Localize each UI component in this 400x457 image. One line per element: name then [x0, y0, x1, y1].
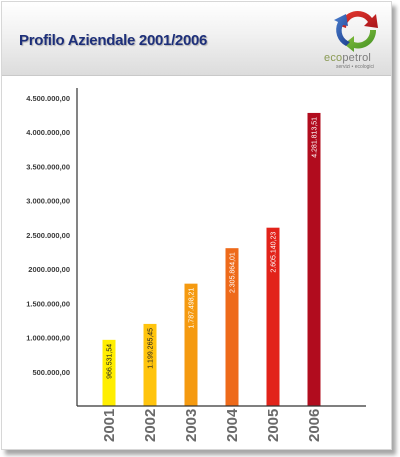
recycle-arrows-icon	[334, 10, 378, 52]
y-tick-label: 500.000,00	[32, 368, 70, 377]
x-category-label: 2004	[224, 408, 241, 442]
bar-value-label: 966.531,54	[107, 344, 114, 379]
x-category-label: 2003	[183, 409, 200, 442]
bar	[102, 339, 116, 406]
bar-value-label: 4.281.813,51	[312, 117, 319, 158]
bar	[225, 248, 239, 406]
y-tick-label: 1.000.000,00	[26, 334, 70, 343]
chart-panel: Profilo Aziendale 2001/2006	[1, 1, 392, 450]
x-category-label: 2002	[142, 409, 159, 442]
bar-value-label: 1.787.498,21	[189, 288, 196, 329]
y-tick-label: 2000.000,00	[28, 265, 70, 274]
y-tick-label: 1.500.000,00	[26, 299, 70, 308]
y-tick-label: 3.000.000,00	[26, 197, 70, 206]
logo-wordmark-main: eco	[324, 52, 343, 64]
y-tick-label: 3.500.000,00	[26, 162, 70, 171]
bar-value-label: 2.605.140,23	[271, 232, 278, 273]
bar-value-label: 2.305.864,01	[230, 252, 237, 293]
x-category-label: 2001	[101, 409, 118, 442]
page-title: Profilo Aziendale 2001/2006	[19, 32, 208, 49]
bar-value-label: 1.199.265,45	[148, 328, 155, 369]
bar	[184, 283, 198, 406]
y-tick-label: 2.500.000,00	[26, 231, 70, 240]
logo-wordmark-tail: petrol	[342, 52, 372, 64]
bar-chart: 500.000,00 1.000.000,00 1.500.000,00 2000.0…	[26, 88, 366, 442]
ecopetrol-logo: ecopetrol servizi • ecologici	[324, 6, 392, 72]
bar	[143, 323, 157, 406]
header-bar: Profilo Aziendale 2001/2006	[2, 2, 391, 76]
x-category-label: 2005	[265, 409, 282, 442]
logo-wordmark: ecopetrol	[324, 52, 392, 64]
logo-tagline: servizi • ecologici	[336, 64, 375, 70]
y-tick-label: 4.500.000,00	[26, 94, 70, 103]
x-category-label: 2006	[306, 409, 323, 442]
y-tick-label: 4.000.000,00	[26, 128, 70, 137]
bar	[307, 112, 321, 406]
bar	[266, 227, 280, 406]
